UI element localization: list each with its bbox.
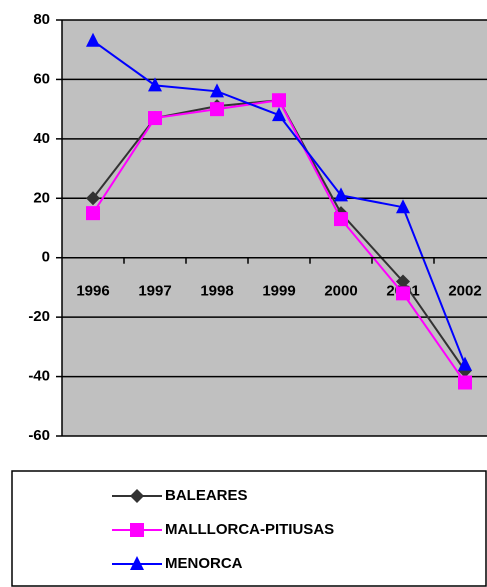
- plot-area: [62, 20, 487, 436]
- marker: [210, 83, 224, 98]
- x-tick-label: 1996: [76, 283, 109, 300]
- marker: [210, 102, 224, 117]
- y-tick-label: -40: [28, 368, 50, 385]
- marker: [86, 32, 100, 47]
- marker: [272, 93, 286, 108]
- marker: [334, 187, 348, 202]
- marker: [86, 191, 100, 206]
- legend-label: MENORCA: [165, 555, 243, 572]
- y-tick-label: 40: [33, 130, 50, 147]
- marker: [334, 212, 348, 227]
- x-tick-label: 2002: [448, 283, 481, 300]
- y-tick-label: 20: [33, 189, 50, 206]
- x-tick-label: 1997: [138, 283, 171, 300]
- marker: [396, 274, 410, 289]
- marker: [458, 375, 472, 390]
- y-tick-label: 80: [33, 11, 50, 28]
- marker: [86, 206, 100, 221]
- x-tick-label: 2000: [324, 283, 357, 300]
- x-tick-label: 1999: [262, 283, 295, 300]
- y-tick-label: -20: [28, 308, 50, 325]
- x-tick-label: 1998: [200, 283, 233, 300]
- legend-label: MALLLORCA-PITIUSAS: [165, 521, 334, 538]
- y-tick-label: -60: [28, 427, 50, 444]
- marker: [130, 556, 144, 570]
- marker: [130, 523, 144, 537]
- marker: [148, 111, 162, 126]
- legend-box: [11, 470, 487, 587]
- y-tick-label: 0: [42, 249, 50, 266]
- marker: [458, 356, 472, 371]
- marker: [396, 286, 410, 301]
- marker: [396, 199, 410, 214]
- marker: [272, 107, 286, 122]
- y-tick-label: 60: [33, 70, 50, 87]
- legend-label: BALEARES: [165, 487, 248, 504]
- marker: [148, 77, 162, 92]
- marker: [130, 489, 144, 503]
